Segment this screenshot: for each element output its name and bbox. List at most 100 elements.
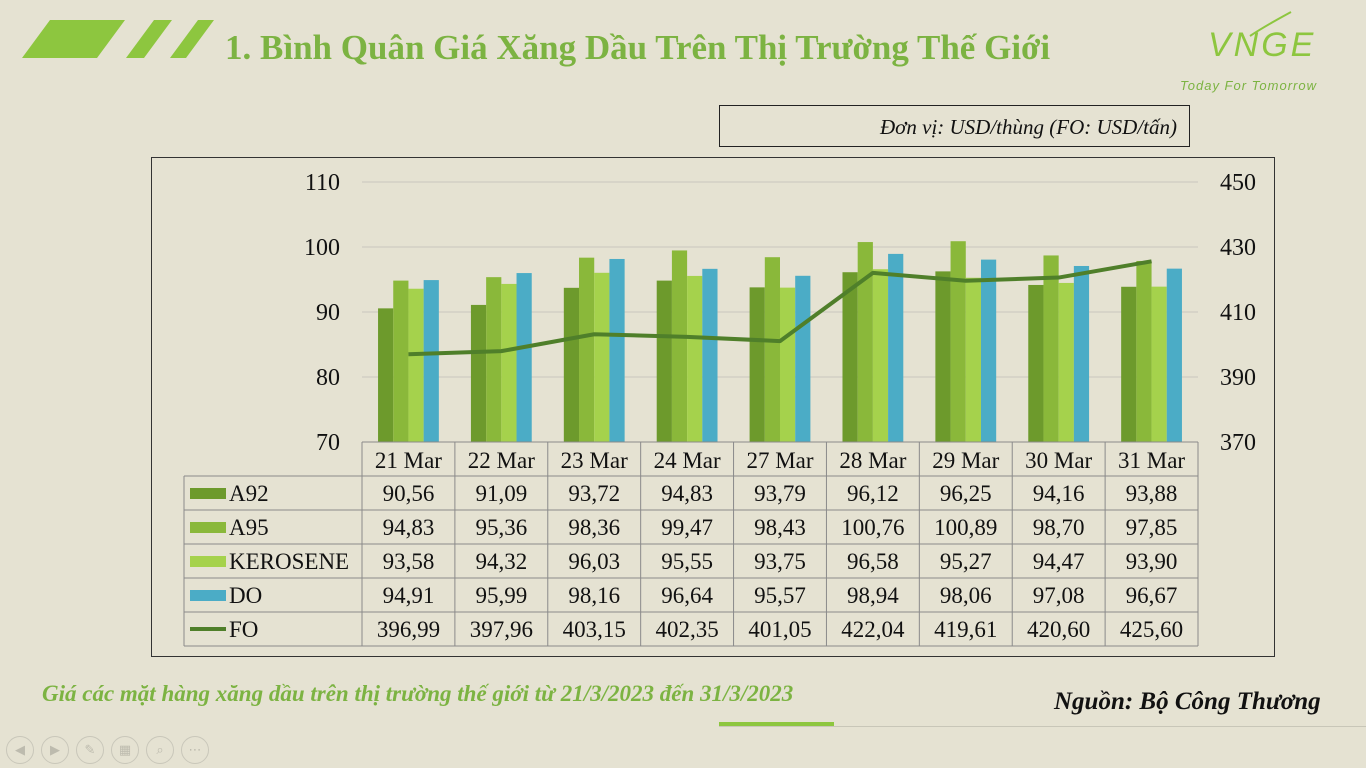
bar-a92 [935, 271, 951, 442]
data-cell: 98,70 [1033, 515, 1085, 540]
x-tick-label: 31 Mar [1118, 448, 1185, 473]
x-tick-label: 28 Mar [839, 448, 906, 473]
header-stripes [22, 20, 214, 58]
data-cell: 96,03 [568, 549, 620, 574]
bar-do [888, 253, 904, 442]
caption: Giá các mặt hàng xăng dầu trên thị trườn… [42, 681, 794, 706]
bar-do [423, 280, 439, 442]
data-cell: 93,72 [568, 481, 620, 506]
data-cell: 93,90 [1126, 549, 1178, 574]
legend-label-do: DO [229, 583, 262, 608]
bar-do [1166, 268, 1182, 442]
data-cell: 96,67 [1126, 583, 1178, 608]
data-cell: 419,61 [934, 617, 997, 642]
data-cell: 93,88 [1126, 481, 1178, 506]
data-cell: 94,83 [383, 515, 435, 540]
bar-a95 [1043, 255, 1059, 442]
x-tick-label: 27 Mar [746, 448, 813, 473]
bar-kerosene [1151, 286, 1167, 442]
y-tick-left: 90 [316, 300, 340, 326]
data-cell: 91,09 [475, 481, 527, 506]
logo-text: VNGE [1208, 26, 1317, 64]
arrow-left-icon[interactable]: ◀ [6, 736, 34, 764]
data-cell: 97,08 [1033, 583, 1085, 608]
x-tick-label: 24 Mar [654, 448, 721, 473]
x-tick-label: 23 Mar [561, 448, 628, 473]
bar-a92 [563, 287, 580, 442]
data-cell: 420,60 [1027, 617, 1090, 642]
legend-label-a95: A95 [229, 515, 269, 540]
bar-a95 [1136, 260, 1152, 442]
bar-kerosene [501, 283, 517, 442]
data-cell: 98,94 [847, 583, 899, 608]
data-cell: 401,05 [748, 617, 811, 642]
zoom-icon[interactable]: ⌕ [146, 736, 174, 764]
data-cell: 94,47 [1033, 549, 1085, 574]
data-cell: 422,04 [841, 617, 905, 642]
x-tick-label: 21 Mar [375, 448, 442, 473]
unit-label: Đơn vị: USD/thùng (FO: USD/tấn) [719, 105, 1190, 147]
source-label: Nguồn: Bộ Công Thương [1054, 688, 1321, 715]
bar-a95 [393, 280, 409, 442]
vnge-logo [1249, 11, 1292, 37]
bar-do [795, 275, 811, 442]
data-cell: 99,47 [661, 515, 713, 540]
data-cell: 397,96 [470, 617, 533, 642]
data-cell: 95,36 [475, 515, 527, 540]
logo-tagline: Today For Tomorrow [1180, 78, 1317, 93]
data-cell: 95,27 [940, 549, 992, 574]
legend-key-kerosene [190, 556, 226, 567]
bar-a92 [842, 272, 858, 442]
data-cell: 96,25 [940, 481, 992, 506]
bar-kerosene [965, 277, 981, 442]
y-tick-right: 430 [1220, 235, 1256, 261]
y-tick-left: 70 [316, 430, 340, 456]
bar-a92 [470, 304, 487, 442]
bar-a92 [1028, 284, 1044, 442]
bar-a95 [764, 257, 780, 442]
data-cell: 97,85 [1126, 515, 1178, 540]
slides-icon[interactable]: ▦ [111, 736, 139, 764]
arrow-right-icon[interactable]: ▶ [41, 736, 69, 764]
data-cell: 98,36 [568, 515, 620, 540]
y-tick-right: 370 [1220, 430, 1256, 456]
data-cell: 98,06 [940, 583, 992, 608]
bar-a95 [579, 257, 595, 442]
data-cell: 100,89 [934, 515, 997, 540]
legend-key-a95 [190, 522, 226, 533]
legend-key-a92 [190, 488, 226, 499]
pen-icon[interactable]: ✎ [76, 736, 104, 764]
data-cell: 96,12 [847, 481, 899, 506]
y-tick-left: 110 [305, 170, 340, 196]
bar-a95 [671, 250, 688, 442]
data-cell: 93,75 [754, 549, 806, 574]
data-cell: 94,16 [1033, 481, 1085, 506]
x-tick-label: 30 Mar [1025, 448, 1092, 473]
bar-a92 [656, 280, 672, 442]
bar-do [980, 259, 997, 442]
data-cell: 95,99 [475, 583, 527, 608]
legend-label-kerosene: KEROSENE [229, 549, 349, 574]
bar-a95 [486, 277, 502, 442]
data-cell: 396,99 [377, 617, 440, 642]
bar-a92 [378, 308, 394, 442]
data-cell: 98,43 [754, 515, 806, 540]
data-cell: 94,83 [661, 481, 713, 506]
bar-a92 [749, 287, 765, 442]
data-cell: 96,58 [847, 549, 899, 574]
data-cell: 93,58 [383, 549, 435, 574]
data-cell: 95,57 [754, 583, 806, 608]
bar-a92 [1121, 286, 1137, 442]
more-icon[interactable]: ⋯ [181, 736, 209, 764]
legend-label-fo: FO [229, 617, 258, 642]
data-cell: 98,16 [568, 583, 620, 608]
x-tick-label: 29 Mar [932, 448, 999, 473]
page-title: 1. Bình Quân Giá Xăng Dầu Trên Thị Trườn… [225, 28, 1051, 67]
y-tick-left: 100 [304, 235, 340, 261]
bar-kerosene [594, 272, 610, 442]
y-tick-right: 410 [1220, 300, 1256, 326]
data-cell: 93,79 [754, 481, 806, 506]
bar-a95 [857, 242, 873, 442]
bar-do [609, 258, 625, 442]
data-cell: 100,76 [841, 515, 904, 540]
